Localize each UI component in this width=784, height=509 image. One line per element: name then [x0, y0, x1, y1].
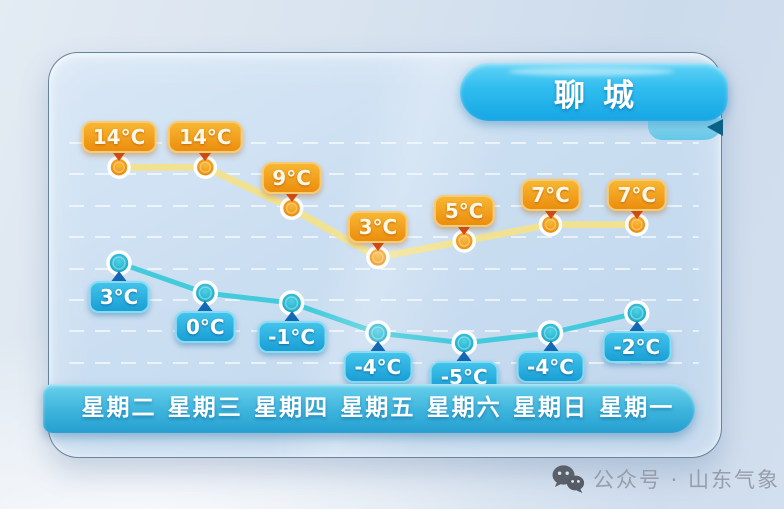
- high-temp-label-badge: 14°C: [168, 121, 243, 154]
- high-temp-marker-inner: [631, 218, 643, 231]
- city-title: 聊城: [554, 77, 652, 114]
- watermark: 公众号 · 山东气象: [551, 464, 780, 494]
- city-title-badge: 聊城: [460, 63, 728, 121]
- gridline: [69, 204, 699, 207]
- low-temp-marker-inner: [284, 296, 299, 310]
- weekday-label: 星期二: [81, 395, 157, 421]
- banner-ribbon-fold: [648, 118, 724, 140]
- low-badge-pointer: [627, 321, 646, 333]
- weekday-label: 星期四: [254, 395, 330, 421]
- low-temp-label-badge: 0°C: [175, 311, 236, 343]
- low-temp-marker-inner: [112, 256, 126, 270]
- weekday-label: 星期六: [426, 395, 502, 421]
- weekday-label: 星期三: [167, 395, 243, 421]
- high-temp-label-badge: 9°C: [261, 162, 322, 195]
- low-temp-label-badge: -4°C: [343, 351, 413, 383]
- low-temp-marker-inner: [198, 286, 213, 300]
- low-temp-label-badge: 3°C: [88, 281, 150, 313]
- low-badge-pointer: [282, 311, 301, 323]
- low-temp-label-badge: -1°C: [257, 321, 327, 353]
- low-temp-marker-inner: [457, 336, 471, 350]
- gridline: [69, 142, 699, 144]
- high-temp-marker-inner: [458, 235, 470, 247]
- high-temp-marker-inner: [113, 161, 125, 173]
- high-temp-marker-inner: [199, 161, 212, 173]
- gridline: [69, 299, 699, 301]
- high-temp-marker-inner: [285, 202, 298, 214]
- low-badge-pointer: [196, 301, 215, 313]
- low-temp-label-badge: -4°C: [516, 351, 585, 383]
- banner-ribbon-notch: [707, 119, 723, 136]
- low-badge-pointer: [455, 351, 474, 363]
- high-temp-label-badge: 7°C: [520, 178, 581, 211]
- weekday-label: 星期五: [340, 395, 416, 421]
- high-temp-label-badge: 7°C: [606, 178, 668, 211]
- weekday-bar: 星期二 星期三 星期四 星期五 星期六 星期日 星期一: [43, 384, 695, 433]
- high-temp-label-badge: 5°C: [433, 195, 495, 227]
- low-badge-pointer: [110, 271, 128, 283]
- high-temp-label-badge: 3°C: [347, 211, 409, 244]
- low-temp-marker-inner: [371, 326, 385, 340]
- gridline: [69, 267, 699, 270]
- low-temp-marker-inner: [543, 326, 558, 340]
- low-temp-marker-inner: [630, 306, 644, 320]
- wechat-icon: [552, 465, 585, 493]
- low-badge-pointer: [541, 341, 560, 353]
- weekday-label: 星期日: [513, 395, 588, 421]
- watermark-label: 公众号 · 山东气象: [593, 468, 781, 492]
- high-temp-marker-inner: [372, 251, 384, 264]
- high-temp-label-badge: 14°C: [81, 121, 157, 154]
- high-temp-marker-inner: [544, 218, 557, 231]
- low-badge-pointer: [368, 341, 387, 353]
- low-temp-label-badge: -2°C: [602, 331, 672, 363]
- gridline: [69, 173, 699, 176]
- weekday-label: 星期一: [599, 395, 675, 421]
- forecast-panel: 14°C 14°C 9°C 3°C 5°C 7°C 7°C 3°C 0°C -1°C -4°C -5°…: [43, 52, 722, 458]
